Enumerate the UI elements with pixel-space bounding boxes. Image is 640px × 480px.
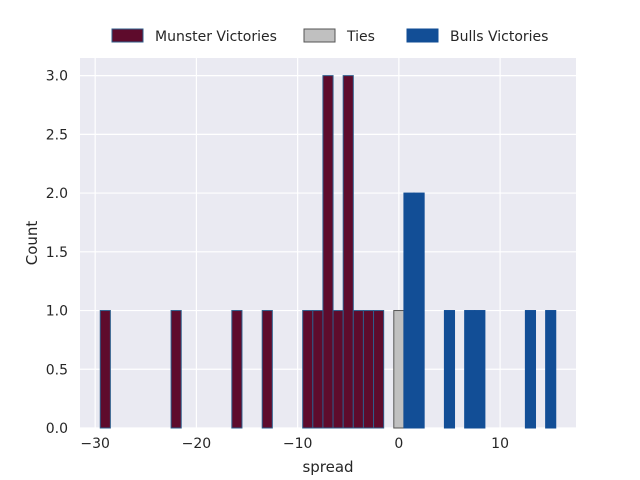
bar — [99, 310, 111, 429]
bar — [332, 310, 344, 429]
y-axis-label: Count — [23, 221, 41, 266]
series-1-bars — [393, 310, 405, 429]
bar — [231, 310, 243, 429]
y-tick-label: 2.5 — [46, 127, 68, 143]
bar — [261, 310, 273, 429]
y-tick-label: 3.0 — [46, 69, 68, 85]
bar — [474, 310, 486, 429]
legend-entry: Bulls Victories — [406, 28, 548, 45]
legend-swatch — [111, 28, 144, 43]
x-tick-label: −10 — [283, 436, 313, 452]
bar — [545, 310, 557, 429]
bar — [413, 192, 425, 429]
legend-entry: Ties — [303, 28, 375, 45]
series-0-bars — [99, 75, 385, 429]
bar — [322, 75, 334, 429]
y-tick-label: 2.0 — [46, 186, 68, 202]
x-tick-label: −30 — [80, 436, 110, 452]
bar — [342, 75, 354, 429]
bar — [170, 310, 182, 429]
bar — [373, 310, 385, 429]
bar — [302, 310, 314, 429]
bar — [312, 310, 324, 429]
y-tick-label: 0.5 — [46, 362, 68, 378]
y-tick-label: 1.0 — [46, 304, 68, 320]
x-tick-label: 10 — [491, 436, 509, 452]
series-2-bars — [403, 192, 557, 429]
bar — [352, 310, 364, 429]
bars — [99, 75, 557, 429]
legend-swatch — [303, 28, 336, 43]
bar — [393, 310, 405, 429]
y-tick-labels: 0.0 0.5 1.0 1.5 2.0 2.5 3.0 — [46, 69, 68, 437]
legend-label: Bulls Victories — [450, 29, 548, 45]
bar — [464, 310, 476, 429]
legend-label: Munster Victories — [155, 29, 277, 45]
x-tick-labels: −30 −20 −10 0 10 — [80, 436, 509, 452]
legend: Munster Victories Ties Bulls Victories — [111, 28, 548, 45]
bar — [403, 192, 415, 429]
legend-swatch — [406, 28, 439, 43]
x-tick-label: −20 — [182, 436, 212, 452]
x-tick-label: 0 — [394, 436, 403, 452]
y-tick-label: 1.5 — [46, 245, 68, 261]
bar — [524, 310, 537, 429]
legend-entry: Munster Victories — [111, 28, 277, 45]
bar — [362, 310, 375, 429]
bar — [443, 310, 456, 429]
legend-label: Ties — [346, 29, 375, 45]
y-tick-label: 0.0 — [46, 421, 68, 437]
x-axis-label: spread — [302, 458, 353, 476]
